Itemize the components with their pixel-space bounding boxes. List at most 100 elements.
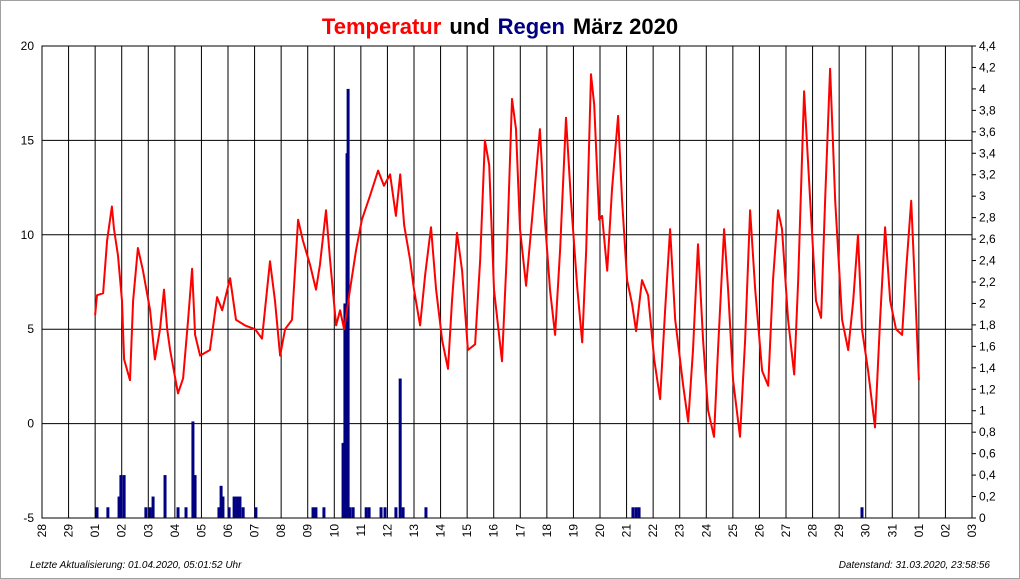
y2-tick-label: 2,4 <box>979 254 996 268</box>
x-tick-label: 04 <box>168 524 182 538</box>
rain-bar <box>311 507 315 518</box>
rain-bar <box>367 507 371 518</box>
x-tick-label: 25 <box>726 524 740 538</box>
rain-bar <box>314 507 318 518</box>
rain-bar <box>148 507 152 518</box>
x-tick-label: 15 <box>460 524 474 538</box>
title-part: Temperatur <box>322 14 442 39</box>
rain-bar <box>398 378 402 518</box>
y-tick-label: 5 <box>27 322 34 336</box>
y2-tick-label: 4,2 <box>979 60 996 74</box>
y-tick-label: 0 <box>27 417 34 431</box>
rain-bar <box>860 507 864 518</box>
y2-tick-label: 3,4 <box>979 146 996 160</box>
x-tick-label: 17 <box>513 524 527 538</box>
y2-tick-label: 3,8 <box>979 103 996 117</box>
x-tick-label: 22 <box>646 524 660 538</box>
rain-bar <box>383 507 387 518</box>
y2-tick-label: 3,6 <box>979 125 996 139</box>
title-part: Regen <box>498 14 565 39</box>
rain-bar <box>401 507 405 518</box>
rain-bar <box>394 507 398 518</box>
temperature-line <box>94 67 920 438</box>
y2-tick-label: 1,8 <box>979 318 996 332</box>
rain-bar <box>219 485 223 518</box>
y2-tick-label: 3 <box>979 189 986 203</box>
rain-bar <box>351 507 355 518</box>
chart-title: Temperatur und Regen März 2020 <box>322 14 678 39</box>
rain-bar <box>235 496 239 518</box>
x-tick-label: 01 <box>912 524 926 538</box>
footer-left: Letzte Aktualisierung: 01.04.2020, 05:01… <box>30 560 242 571</box>
x-tick-label: 21 <box>620 524 634 538</box>
title-part: März 2020 <box>573 14 678 39</box>
x-tick-label: 02 <box>938 524 952 538</box>
x-tick-label: 18 <box>540 524 554 538</box>
x-tick-label: 07 <box>248 524 262 538</box>
rain-bar <box>343 303 347 518</box>
plot-border <box>41 45 973 519</box>
rain-bar <box>184 507 188 518</box>
y2-tick-label: 2,2 <box>979 275 996 289</box>
x-tick-label: 30 <box>859 524 873 538</box>
y-tick-label: 10 <box>21 228 35 242</box>
y2-tick-label: 2,8 <box>979 211 996 225</box>
y2-tick-label: 0,2 <box>979 490 996 504</box>
y2-tick-label: 3,2 <box>979 168 996 182</box>
rain-bar <box>144 507 148 518</box>
rain-bar <box>254 507 258 518</box>
y2-tick-label: 0 <box>979 511 986 525</box>
x-tick-label: 27 <box>779 524 793 538</box>
y2-tick-label: 1,6 <box>979 339 996 353</box>
y2-tick-label: 0,6 <box>979 447 996 461</box>
y2-tick-label: 1,2 <box>979 382 996 396</box>
rain-bar <box>176 507 180 518</box>
y2-tick-label: 4,4 <box>979 39 996 53</box>
rain-bar <box>193 475 197 518</box>
rain-bar <box>634 507 638 518</box>
x-tick-label: 03 <box>141 524 155 538</box>
y-tick-label: 15 <box>21 133 35 147</box>
x-tick-label: 29 <box>832 524 846 538</box>
x-tick-label: 20 <box>593 524 607 538</box>
rain-bar <box>322 507 326 518</box>
x-tick-label: 16 <box>487 524 501 538</box>
rain-bar <box>122 475 126 518</box>
y2-tick-label: 0,4 <box>979 468 996 482</box>
rain-bar <box>631 507 635 518</box>
x-tick-label: 09 <box>301 524 315 538</box>
rain-bar <box>106 507 110 518</box>
rain-bar <box>232 496 236 518</box>
rain-bar <box>241 507 245 518</box>
y-tick-label: 20 <box>21 39 35 53</box>
y2-tick-label: 2,6 <box>979 232 996 246</box>
rain-bar <box>117 496 121 518</box>
x-tick-label: 28 <box>35 524 49 538</box>
rain-bar <box>151 496 155 518</box>
y2-tick-label: 2 <box>979 296 986 310</box>
x-tick-label: 03 <box>965 524 979 538</box>
rain-bar <box>637 507 641 518</box>
x-tick-label: 29 <box>62 524 76 538</box>
rain-bar <box>238 496 242 518</box>
x-tick-label: 28 <box>806 524 820 538</box>
rain-bar <box>95 507 99 518</box>
y2-tick-label: 1,4 <box>979 361 996 375</box>
rain-bar <box>163 475 167 518</box>
rain-bar <box>217 507 221 518</box>
rain-bar <box>221 496 225 518</box>
rain-bar <box>119 475 123 518</box>
rain-bar <box>364 507 368 518</box>
x-tick-label: 10 <box>327 524 341 538</box>
rain-bar <box>191 421 195 518</box>
x-tick-label: 02 <box>115 524 129 538</box>
x-tick-label: 01 <box>88 524 102 538</box>
y-tick-label: -5 <box>23 511 34 525</box>
x-tick-label: 26 <box>752 524 766 538</box>
x-tick-label: 24 <box>699 524 713 538</box>
rain-bar <box>379 507 383 518</box>
x-tick-label: 08 <box>274 524 288 538</box>
